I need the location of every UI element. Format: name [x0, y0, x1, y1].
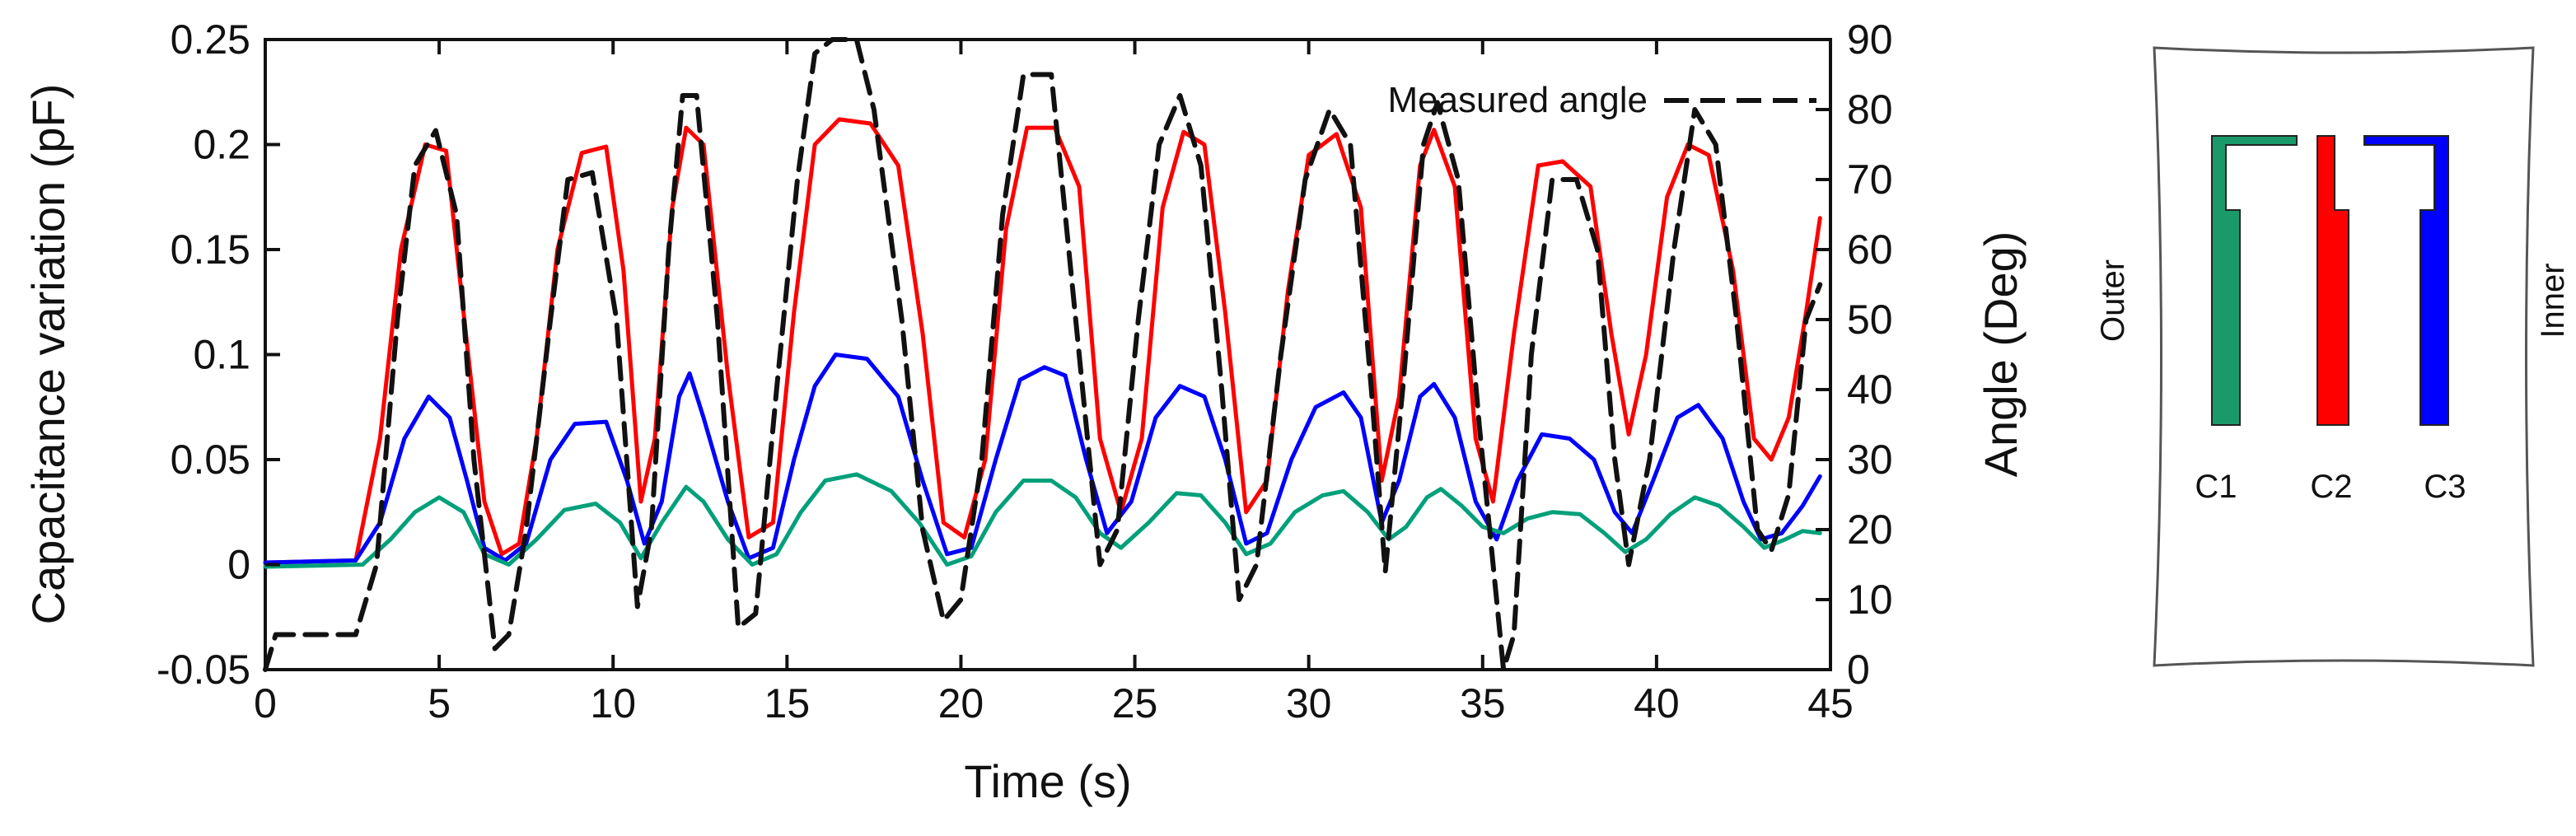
y2-tick-label: 50: [1847, 297, 1893, 343]
y2-axis-title: Angle (Deg): [1975, 231, 2027, 478]
y2-tick-label: 40: [1847, 367, 1893, 413]
series-line-measured-angle: [263, 37, 1823, 672]
electrode-label-c1: C1: [2195, 469, 2237, 505]
y2-tick-label: 10: [1847, 577, 1893, 623]
y2-tick-label: 20: [1847, 507, 1893, 553]
y2-tick-label: 0: [1847, 647, 1870, 693]
x-tick-label: 5: [428, 680, 451, 726]
x-tick-label: 40: [1634, 680, 1680, 726]
y2-tick-label: 30: [1847, 437, 1893, 483]
x-tick-label: 25: [1112, 680, 1158, 726]
y2-tick-label: 90: [1847, 16, 1893, 63]
x-tick-label: 20: [938, 680, 984, 726]
series-line-c3: [263, 353, 1822, 565]
y2-tick-label: 70: [1847, 156, 1893, 203]
y-tick-label: 0.25: [171, 16, 250, 63]
electrode-c3: [2363, 135, 2449, 426]
plot-frame: [264, 38, 1832, 671]
y-tick-label: 0.2: [193, 122, 250, 168]
ticks-layer: 0 5 10 15 20 25 30 35 40 45-0.0500.050.10.150.20.…: [157, 16, 1893, 726]
outer-label: Outer: [2095, 259, 2131, 342]
x-axis-title: Time (s): [964, 755, 1131, 807]
electrode-label-c3: C3: [2424, 469, 2466, 505]
electrode-label-c2: C2: [2310, 469, 2352, 505]
x-tick-label: 35: [1460, 680, 1506, 726]
y-tick-label: -0.05: [157, 647, 250, 693]
y2-tick-label: 80: [1847, 86, 1893, 133]
x-tick-label: 30: [1286, 680, 1332, 726]
y-axis-title: Capacitance variation (pF): [22, 84, 74, 625]
x-tick-label: 10: [590, 680, 636, 726]
electrode-schematic: C1 C2 C3 Outer Inner: [2095, 46, 2571, 667]
x-tick-label: 45: [1807, 680, 1854, 726]
electrode-c1: [2211, 135, 2298, 426]
y-tick-label: 0: [227, 542, 250, 588]
y-tick-label: 0.15: [171, 227, 250, 273]
series-layer: [263, 37, 1823, 672]
series-line-c1: [263, 472, 1822, 569]
y2-tick-label: 60: [1847, 227, 1893, 273]
y-tick-label: 0.05: [171, 437, 250, 483]
x-tick-label: 15: [764, 680, 811, 726]
x-tick-label: 0: [254, 680, 277, 726]
y-tick-label: 0.1: [193, 332, 250, 378]
electrode-c2: [2317, 135, 2349, 426]
chart: 0 5 10 15 20 25 30 35 40 45-0.0500.050.10.150.20.…: [22, 16, 2027, 807]
legend-label: Measured angle: [1387, 80, 1648, 120]
inner-label: Inner: [2535, 263, 2571, 338]
series-line-c2: [263, 117, 1822, 565]
legend: Measured angle: [1387, 80, 1816, 120]
